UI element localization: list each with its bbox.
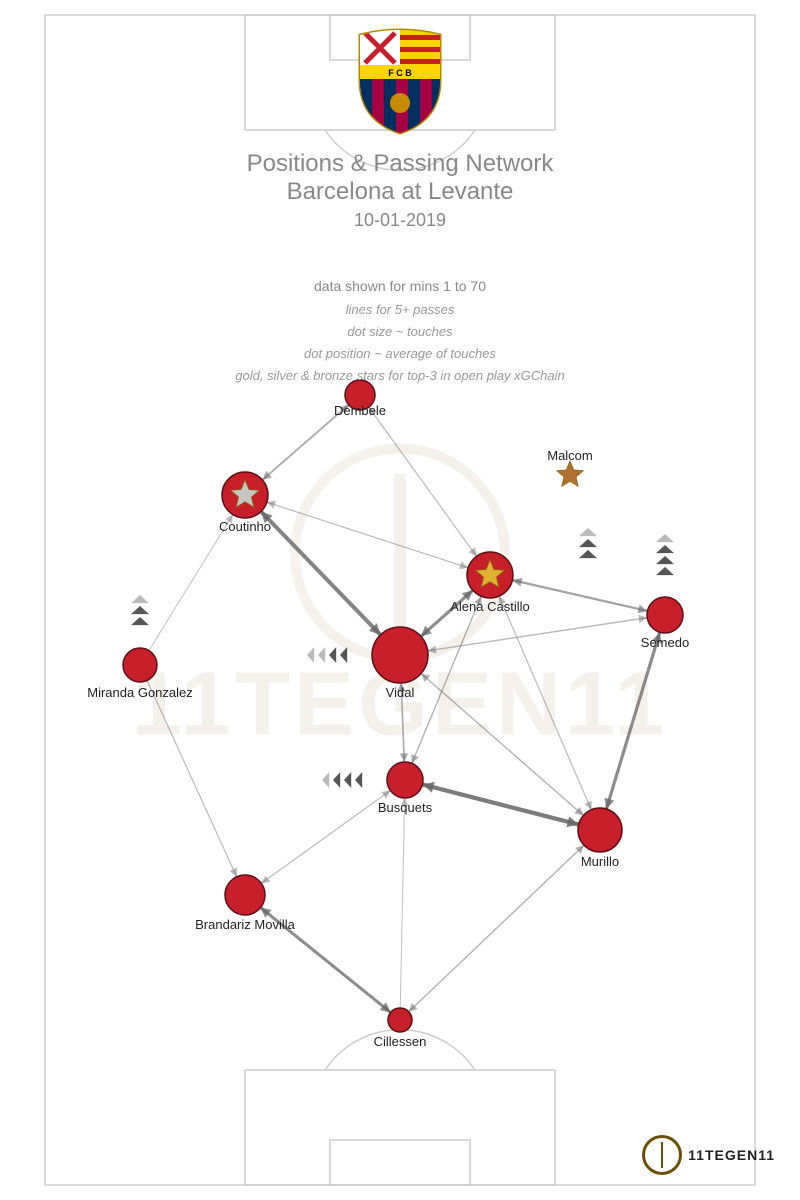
player-label-busquets: Busquets bbox=[378, 800, 433, 815]
title-date: 10-01-2019 bbox=[0, 210, 800, 231]
title-block: Positions & Passing Network Barcelona at… bbox=[0, 150, 800, 231]
svg-text:F C B: F C B bbox=[388, 68, 412, 78]
player-miranda: Miranda Gonzalez bbox=[87, 595, 193, 700]
player-label-semedo: Semedo bbox=[641, 635, 689, 650]
player-coutinho: Coutinho bbox=[219, 472, 271, 534]
brand-logo: 11TEGEN11 bbox=[642, 1135, 775, 1175]
player-brandariz: Brandariz Movilla bbox=[195, 875, 295, 932]
player-alena: Alena Castillo bbox=[450, 528, 597, 614]
legend-line2: lines for 5+ passes bbox=[0, 299, 800, 321]
player-busquets: Busquets bbox=[322, 762, 433, 815]
player-semedo: Semedo bbox=[641, 534, 689, 650]
players-layer: Dembele Coutinho Malcom Alena Castillo Vidal… bbox=[87, 380, 689, 1049]
player-label-alena: Alena Castillo bbox=[450, 599, 530, 614]
player-label-dembele: Dembele bbox=[334, 403, 386, 418]
player-murillo: Murillo bbox=[578, 808, 622, 869]
player-label-miranda: Miranda Gonzalez bbox=[87, 685, 193, 700]
legend-line4: dot position ~ average of touches bbox=[0, 343, 800, 365]
legend-line5: gold, silver & bronze stars for top-3 in… bbox=[0, 365, 800, 387]
player-cillessen: Cillessen bbox=[374, 1008, 427, 1049]
legend-line1: data shown for mins 1 to 70 bbox=[0, 275, 800, 299]
player-label-malcom: Malcom bbox=[547, 448, 593, 463]
player-label-murillo: Murillo bbox=[581, 854, 619, 869]
brand-logo-text: 11TEGEN11 bbox=[688, 1147, 775, 1163]
player-label-brandariz: Brandariz Movilla bbox=[195, 917, 295, 932]
player-label-cillessen: Cillessen bbox=[374, 1034, 427, 1049]
legend-line3: dot size ~ touches bbox=[0, 321, 800, 343]
player-label-coutinho: Coutinho bbox=[219, 519, 271, 534]
title-line2: Barcelona at Levante bbox=[0, 178, 800, 206]
brand-logo-icon bbox=[642, 1135, 682, 1175]
player-vidal: Vidal bbox=[307, 627, 428, 700]
player-label-vidal: Vidal bbox=[386, 685, 415, 700]
title-line1: Positions & Passing Network bbox=[0, 150, 800, 178]
player-malcom: Malcom bbox=[547, 448, 593, 486]
club-crest-icon: F C B bbox=[355, 25, 445, 135]
legend-block: data shown for mins 1 to 70 lines for 5+… bbox=[0, 275, 800, 387]
